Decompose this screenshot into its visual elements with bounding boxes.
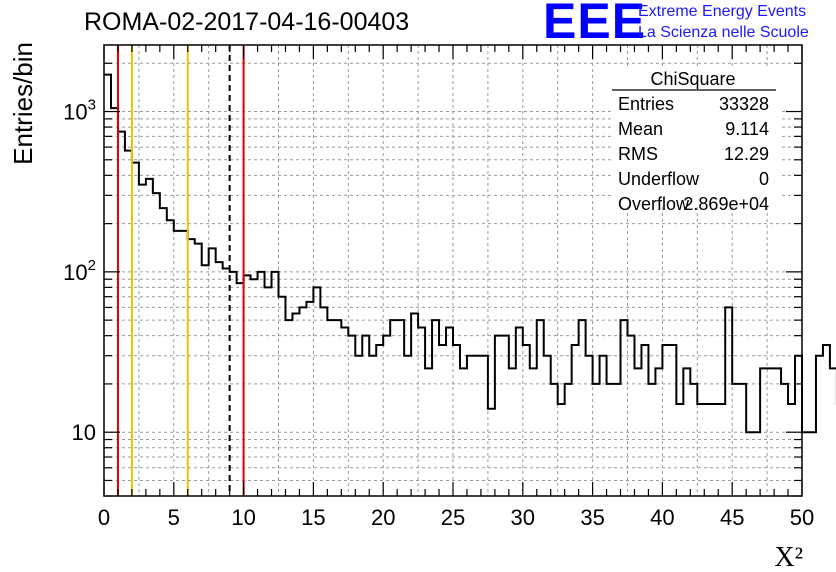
stats-box: [612, 66, 782, 206]
x-tick-label: 40: [650, 505, 674, 530]
x-tick-label: 30: [511, 505, 535, 530]
stats-row-value: 33328: [719, 94, 769, 114]
y-tick-label: 10: [72, 420, 96, 445]
x-tick-label: 10: [231, 505, 255, 530]
stats-row-label: Mean: [618, 119, 663, 139]
stats-row-value: 12.29: [724, 144, 769, 164]
x-axis-label: X²: [774, 542, 803, 572]
run-title: ROMA-02-2017-04-16-00403: [84, 8, 410, 36]
x-tick-label: 0: [98, 505, 110, 530]
stats-row-label: Underflow: [618, 169, 700, 189]
x-tick-label: 50: [790, 505, 814, 530]
logo-mark: EEE: [543, 0, 647, 49]
logo-line-1: Extreme Energy Events: [638, 3, 807, 20]
y-axis-label: Entries/bin: [8, 42, 38, 165]
y-tick-label: 103: [63, 97, 96, 125]
x-tick-label: 45: [720, 505, 744, 530]
stats-row-label: Entries: [618, 94, 674, 114]
stats-row-label: RMS: [618, 144, 658, 164]
x-tick-label: 5: [168, 505, 180, 530]
x-tick-label: 15: [301, 505, 325, 530]
stats-row-value: 0: [759, 169, 769, 189]
x-tick-label: 35: [580, 505, 604, 530]
histogram-series: [104, 73, 836, 434]
x-tick-label: 25: [441, 505, 465, 530]
stats-title: ChiSquare: [650, 69, 735, 89]
stats-row-value: 2.869e+04: [683, 194, 769, 214]
logo-line-2: La Scienza nelle Scuole: [638, 24, 809, 41]
x-tick-label: 20: [371, 505, 395, 530]
eee-logo: EEE Extreme Energy Events La Scienza nel…: [543, 0, 833, 49]
y-tick-label: 102: [63, 257, 96, 285]
stats-row-value: 9.114: [725, 119, 769, 139]
stats-row-label: Overflow: [618, 194, 690, 214]
